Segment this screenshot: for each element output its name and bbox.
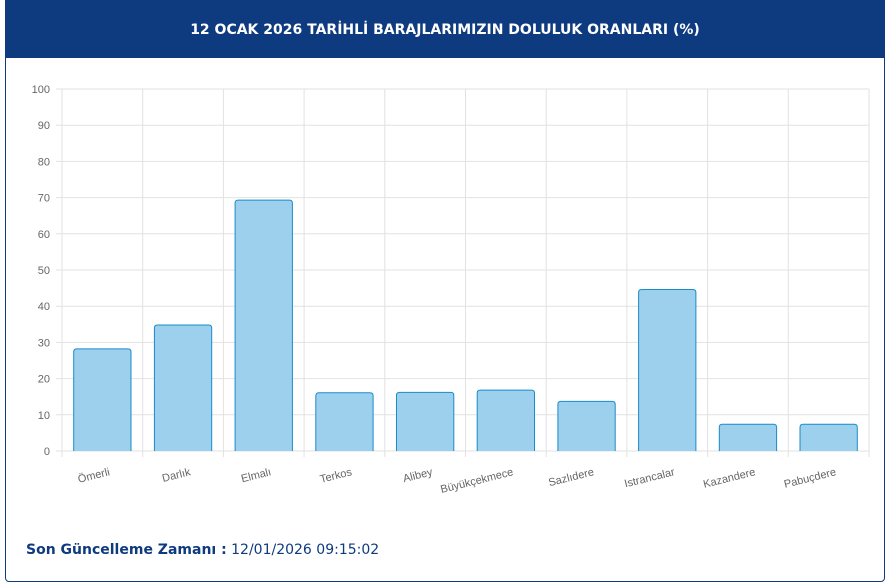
bar	[638, 289, 697, 451]
y-tick-label: 70	[38, 193, 50, 205]
y-tick-label: 0	[44, 446, 50, 458]
bar	[315, 392, 374, 451]
y-tick-label: 80	[38, 156, 50, 168]
y-tick-label: 30	[38, 337, 50, 349]
bar	[557, 400, 616, 451]
update-time: 12/01/2026 09:15:02	[231, 542, 380, 558]
card: 12 OCAK 2026 TARİHLİ BARAJLARIMIZIN DOLU…	[5, 0, 885, 582]
x-tick-label: Alibey	[402, 466, 434, 485]
x-tick-label: Darlık	[161, 466, 192, 485]
x-tick-label: Pabuçdere	[783, 466, 838, 491]
x-tick-label: Ömerli	[77, 466, 111, 485]
y-tick-label: 100	[32, 84, 50, 96]
chart-title: 12 OCAK 2026 TARİHLİ BARAJLARIMIZIN DOLU…	[6, 1, 884, 58]
bar	[153, 324, 213, 451]
y-tick-label: 90	[38, 120, 50, 132]
chart: 0 10 20 30 40 50 60 70 80 90 100 Ömerli Darlık Elmalı…	[32, 84, 870, 496]
y-tick-label: 50	[38, 265, 50, 277]
bar	[73, 348, 132, 451]
y-tick-label: 60	[38, 229, 50, 241]
x-tick-label: Elmalı	[240, 466, 273, 485]
x-tick-label: Sazlıdere	[547, 466, 595, 489]
bar	[718, 423, 778, 451]
bar	[234, 199, 293, 451]
y-tick-label: 20	[38, 374, 50, 386]
x-tick-label: Terkos	[319, 466, 354, 486]
bar	[476, 389, 535, 451]
y-tick-label: 10	[38, 410, 50, 422]
x-tick-label: Istrancalar	[623, 466, 676, 490]
bar	[396, 391, 455, 451]
bar	[799, 423, 858, 451]
x-tick-label: Büyükçekmece	[439, 466, 514, 496]
y-tick-label: 40	[38, 301, 50, 313]
x-tick-label: Kazandere	[702, 466, 757, 491]
update-label: Son Güncelleme Zamanı :	[26, 542, 227, 558]
update-info: Son Güncelleme Zamanı : 12/01/2026 09:15…	[26, 542, 379, 558]
